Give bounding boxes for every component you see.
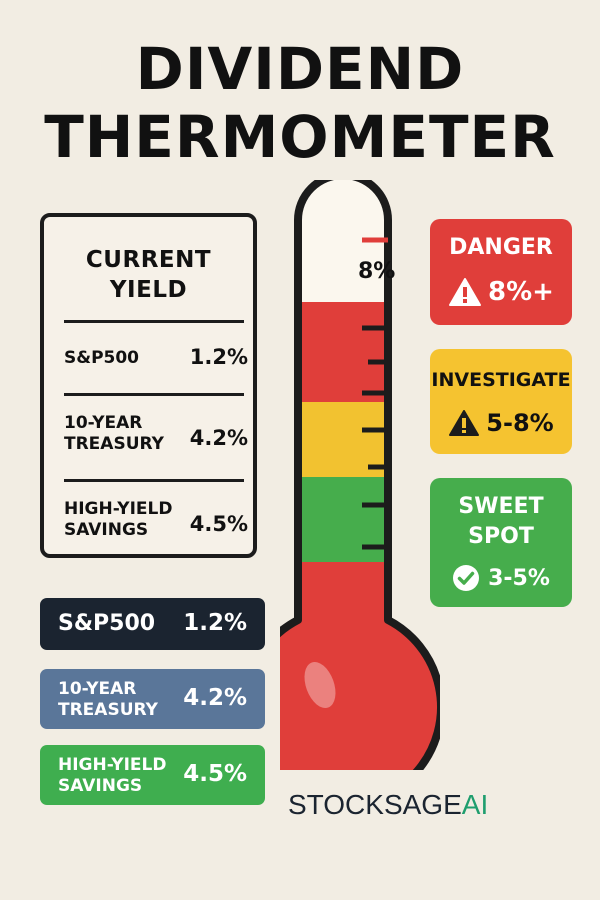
check-circle-icon — [453, 565, 480, 591]
zone-danger-label: DANGER — [449, 235, 553, 260]
bulb-highlight — [304, 661, 336, 709]
zone-investigate-range: 5-8% — [486, 409, 554, 437]
thermometer-bulb-fill — [280, 562, 440, 770]
yield-row-label: HIGH-YIELD SAVINGS — [64, 499, 173, 540]
yield-row-value: 1.2% — [189, 345, 248, 369]
zone-danger: DANGER 8%+ — [430, 219, 572, 325]
page-title-line1: DIVIDEND — [135, 35, 465, 103]
zone-investigate-label: INVESTIGATE — [431, 369, 571, 391]
divider — [64, 320, 244, 323]
pill-label: S&P500 — [58, 611, 156, 636]
warning-icon — [449, 278, 482, 306]
zone-sweet-spot: SWEET SPOT 3-5% — [430, 478, 572, 607]
current-yield-card: CURRENT YIELD S&P500 1.2% 10-YEAR TREASU… — [40, 213, 257, 558]
yield-row-label: 10-YEAR TREASURY — [64, 413, 164, 454]
yield-row-treasury: 10-YEAR TREASURY 4.2% — [64, 413, 248, 459]
pill-value: 4.5% — [183, 761, 247, 787]
pill-label: 10-YEAR TREASURY — [58, 679, 158, 720]
zone-investigate: INVESTIGATE 5-8% — [430, 349, 572, 454]
zone-sweet-spot-range-row: 3-5% — [430, 564, 572, 592]
brand-suffix: AI — [461, 789, 489, 820]
divider — [64, 479, 244, 482]
pill-label: HIGH-YIELD SAVINGS — [58, 755, 167, 796]
pill-value: 1.2% — [183, 610, 247, 636]
pill-treasury: 10-YEAR TREASURY 4.2% — [40, 669, 265, 729]
brand-logo: STOCKSAGEAI — [288, 789, 488, 821]
thermometer-yellow-zone — [280, 402, 440, 477]
zone-danger-range-row: 8%+ — [430, 277, 572, 307]
yield-row-value: 4.5% — [189, 512, 248, 536]
pill-value: 4.2% — [183, 685, 247, 711]
yield-row-savings: HIGH-YIELD SAVINGS 4.5% — [64, 499, 248, 545]
zone-investigate-range-row: 5-8% — [430, 409, 572, 437]
zone-danger-range: 8%+ — [488, 277, 554, 307]
pill-savings: HIGH-YIELD SAVINGS 4.5% — [40, 745, 265, 805]
yield-row-value: 4.2% — [189, 426, 248, 450]
yield-row-sp500: S&P500 1.2% — [64, 345, 248, 375]
divider — [64, 393, 244, 396]
warning-icon — [449, 410, 480, 436]
thermometer: 8% — [280, 180, 440, 770]
zone-sweet-spot-label: SWEET SPOT — [458, 494, 544, 549]
thermometer-marker-label: 8% — [358, 259, 395, 284]
thermometer-green-zone — [280, 477, 440, 562]
card-heading: CURRENT YIELD — [85, 247, 212, 303]
thermometer-red-zone — [280, 302, 440, 402]
thermometer-outline — [280, 180, 440, 770]
yield-row-label: S&P500 — [64, 348, 140, 368]
zone-sweet-spot-range: 3-5% — [488, 565, 550, 591]
pill-sp500: S&P500 1.2% — [40, 598, 265, 650]
brand-name: STOCKSAGE — [288, 789, 462, 820]
page-title-line2: THERMOMETER — [44, 103, 556, 171]
